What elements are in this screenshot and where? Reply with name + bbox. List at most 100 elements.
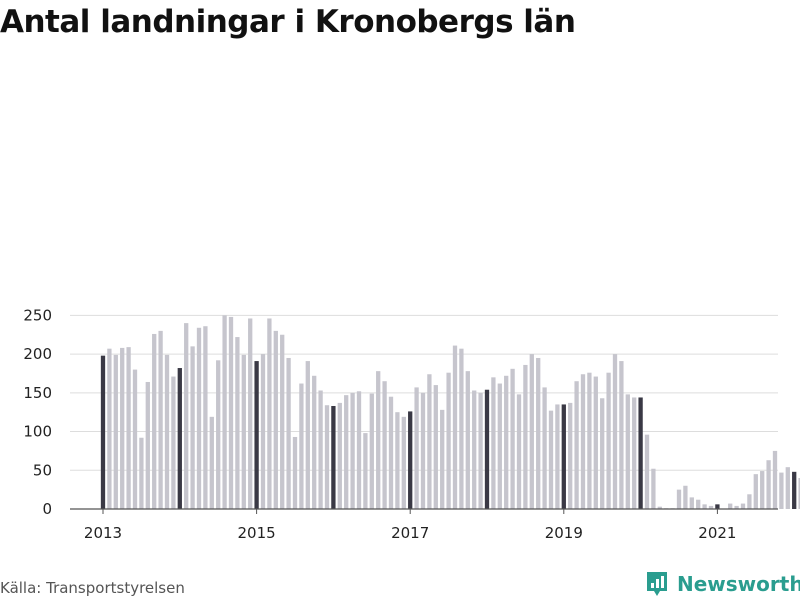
bar: [401, 416, 406, 509]
bar: [561, 404, 566, 509]
bar: [657, 506, 662, 509]
bar: [433, 385, 438, 509]
bar: [260, 354, 266, 509]
bar: [440, 409, 445, 509]
bar: [632, 397, 637, 509]
bar: [267, 318, 272, 509]
bar: [254, 361, 259, 509]
bar: [760, 471, 765, 509]
brand-logo[interactable]: Newsworthy: [645, 570, 800, 598]
bar: [548, 410, 554, 509]
bar: [715, 504, 720, 509]
bar: [651, 468, 656, 509]
bar: [216, 360, 221, 509]
bar: [408, 411, 413, 509]
y-tick-label: 50: [33, 461, 52, 479]
bar: [491, 377, 496, 509]
bar: [113, 354, 118, 509]
bar: [568, 402, 573, 509]
bar: [235, 337, 240, 509]
bar: [139, 437, 144, 509]
bar: [510, 368, 515, 509]
bars: [100, 315, 800, 510]
bar: [414, 387, 419, 509]
y-tick-label: 250: [23, 306, 52, 324]
bar: [798, 478, 800, 509]
bar: [472, 390, 477, 509]
bar: [555, 404, 560, 509]
bar: [299, 383, 304, 509]
bar: [120, 347, 125, 509]
bar: [420, 392, 426, 509]
bar: [132, 369, 138, 509]
bar: [734, 505, 739, 509]
bar: [529, 354, 534, 509]
bar: [523, 364, 528, 509]
x-axis-ticks: 201320152017201920212023: [84, 509, 736, 542]
bar: [177, 368, 182, 509]
bar: [382, 381, 387, 509]
x-tick-label: 2015: [238, 524, 276, 542]
bar: [305, 361, 310, 509]
bar: [747, 494, 752, 509]
bar: [504, 375, 509, 509]
bar: [452, 345, 458, 509]
bar: [606, 372, 611, 509]
y-tick-label: 0: [42, 500, 52, 518]
bar: [100, 355, 106, 509]
y-axis-ticks: 0 50 100 150 200 250: [23, 306, 52, 518]
bar: [516, 394, 522, 509]
bar: [753, 474, 758, 509]
bar: [683, 485, 688, 509]
bar: [158, 330, 163, 509]
bar: [779, 472, 784, 509]
brand-name: Newsworthy: [677, 572, 800, 596]
y-tick-label: 150: [23, 384, 52, 402]
bar: [459, 348, 464, 509]
x-tick-label: 2021: [698, 524, 736, 542]
bar: [376, 371, 381, 509]
bar: [708, 505, 714, 509]
bar: [644, 434, 650, 509]
bar: [497, 383, 502, 509]
bar: [350, 392, 355, 509]
bar: [152, 333, 157, 509]
bar: [164, 354, 170, 509]
bar: [248, 318, 253, 509]
bar: [740, 503, 746, 509]
x-tick-label: 2013: [84, 524, 122, 542]
bar: [446, 372, 451, 509]
bar: [536, 357, 541, 509]
bar: [280, 334, 285, 509]
bar: [465, 371, 470, 509]
bar: [600, 398, 605, 509]
bar: [324, 405, 330, 509]
bar: [766, 460, 771, 509]
bar: [638, 397, 643, 509]
bar: [587, 372, 592, 509]
bar: [356, 391, 362, 509]
bar: [619, 361, 624, 509]
source-note: Källa: Transportstyrelsen: [0, 579, 185, 597]
bar: [344, 395, 349, 509]
x-tick-label: 2017: [391, 524, 429, 542]
bar: [337, 402, 342, 509]
bar: [785, 467, 790, 509]
bar: [427, 374, 432, 509]
bar: [388, 396, 394, 509]
bar: [676, 489, 682, 509]
bar: [318, 390, 323, 509]
bar: [542, 387, 547, 509]
bar: [580, 374, 586, 509]
y-tick-label: 200: [23, 345, 52, 363]
bar: [369, 393, 374, 509]
bar: [484, 389, 490, 509]
x-tick-label: 2019: [545, 524, 583, 542]
bar: [312, 375, 317, 509]
bar: [107, 348, 112, 509]
bar: [792, 471, 797, 509]
bar: [196, 327, 202, 509]
bar: [203, 326, 208, 509]
chart-title: Antal landningar i Kronobergs län: [0, 4, 576, 40]
